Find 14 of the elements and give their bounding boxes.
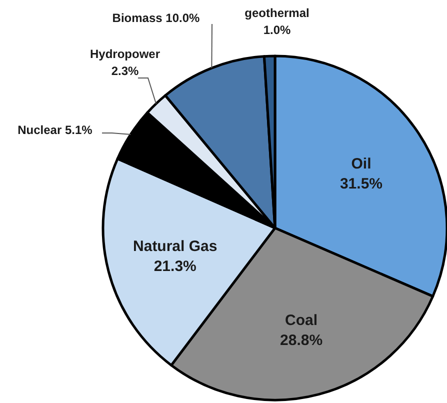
slice-label: geothermal bbox=[244, 6, 310, 20]
data-label: 2.3% bbox=[111, 64, 139, 78]
data-label: 21.3% bbox=[154, 258, 196, 275]
slice-label: Biomass bbox=[112, 11, 162, 25]
data-label: 31.5% bbox=[340, 175, 383, 192]
slice-label: Coal bbox=[285, 312, 318, 329]
slice-label: Hydropower bbox=[90, 47, 160, 61]
slice-label: Natural Gas bbox=[133, 238, 218, 255]
data-label: 10.0% bbox=[166, 11, 200, 25]
slice-label: Oil bbox=[351, 155, 372, 172]
slice-label: Nuclear bbox=[18, 123, 62, 137]
data-label: 1.0% bbox=[263, 23, 291, 37]
data-label: 5.1% bbox=[65, 123, 92, 137]
data-label: 28.8% bbox=[280, 332, 323, 349]
